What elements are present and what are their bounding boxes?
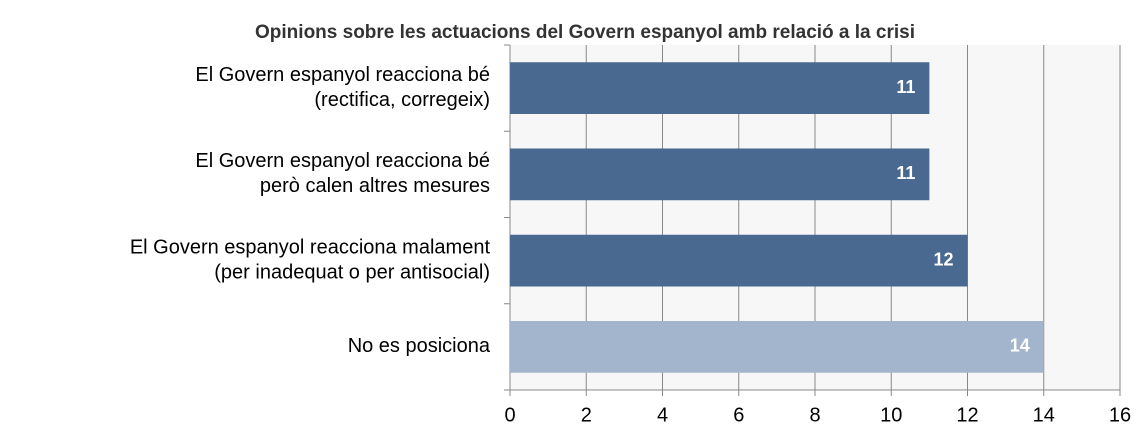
x-tick-label: 14 [1033, 404, 1055, 426]
value-label: 14 [1010, 336, 1030, 356]
y-tick-label: però calen altres mesures [260, 175, 490, 197]
bar [510, 62, 930, 114]
y-tick-label: (per inadequat o per antisocial) [214, 261, 490, 283]
bar [510, 321, 1044, 373]
x-tick-label: 12 [956, 404, 978, 426]
y-tick-label: El Govern espanyol reacciona malament [130, 236, 491, 258]
x-tick-label: 8 [809, 404, 820, 426]
x-tick-label: 10 [880, 404, 902, 426]
x-tick-label: 0 [504, 404, 515, 426]
x-tick-label: 2 [581, 404, 592, 426]
y-tick-label: (rectifica, corregeix) [314, 89, 490, 111]
x-tick-label: 6 [733, 404, 744, 426]
value-label: 11 [896, 77, 915, 97]
y-tick-label: No es posiciona [348, 335, 491, 357]
bar [510, 148, 930, 201]
chart-title: Opinions sobre les actuacions del Govern… [255, 22, 915, 43]
y-tick-label: El Govern espanyol reacciona bé [195, 150, 490, 172]
value-label: 12 [933, 249, 953, 269]
x-tick-label: 4 [657, 404, 668, 426]
y-tick-label: El Govern espanyol reacciona bé [195, 64, 490, 86]
value-label: 11 [896, 163, 915, 183]
bar [510, 234, 968, 287]
x-tick-label: 16 [1109, 404, 1131, 426]
